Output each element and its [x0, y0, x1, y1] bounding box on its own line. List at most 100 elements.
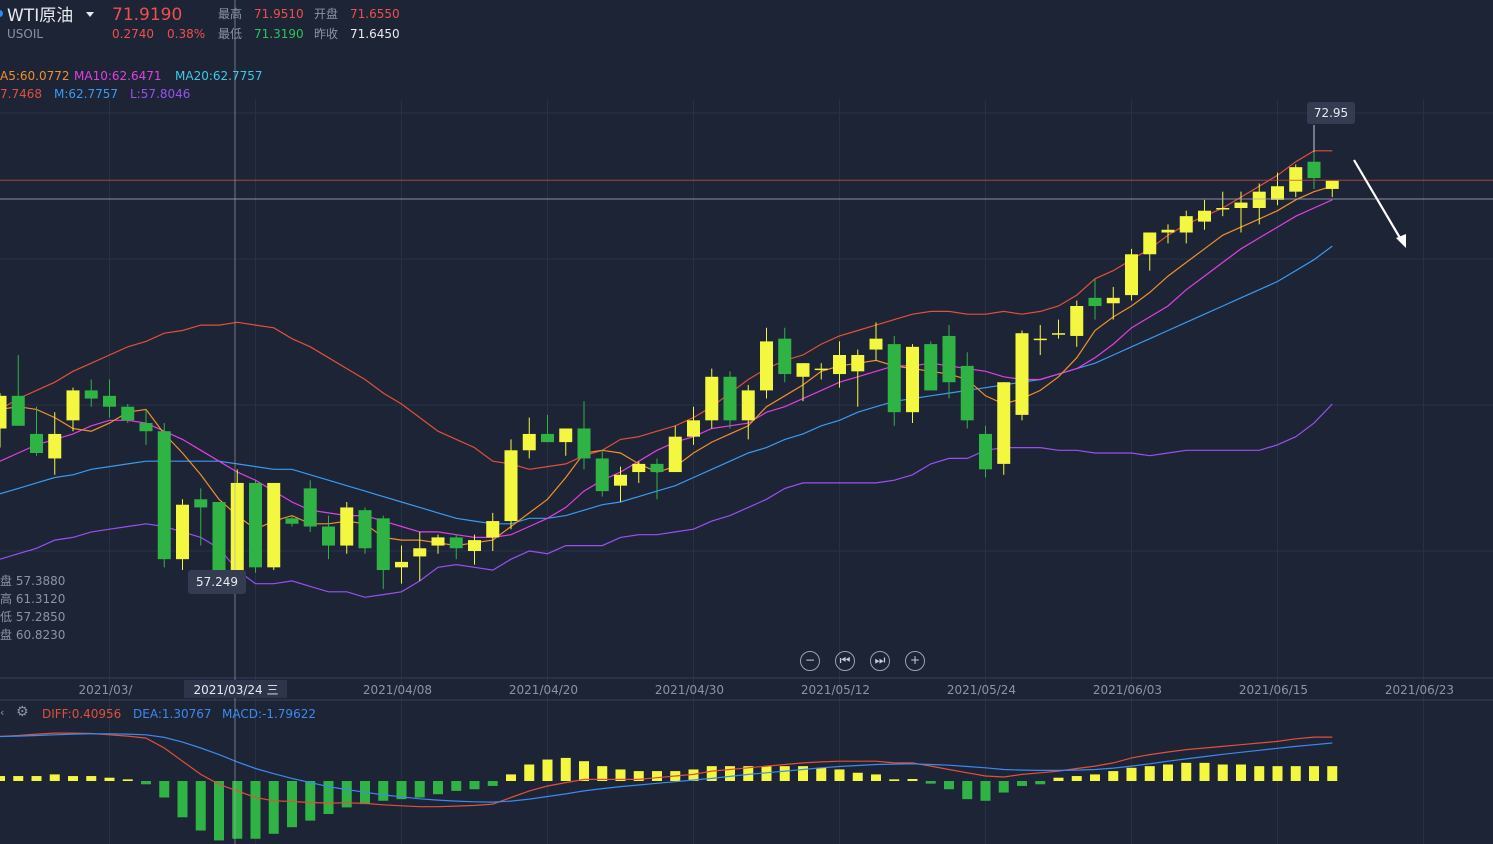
macd-histogram-bar — [378, 781, 389, 801]
max-label: 72.95 — [1314, 106, 1348, 120]
macd-histogram-bar — [68, 776, 78, 781]
macd-histogram-bar — [1035, 781, 1046, 785]
macd-histogram-bar — [1017, 781, 1027, 786]
candle-body — [249, 482, 262, 568]
cursor-date: 2021/03/24 三 — [194, 683, 279, 697]
instrument-name[interactable]: WTI原油 — [7, 6, 74, 26]
candle-body — [376, 518, 390, 571]
macd-histogram-bar — [1053, 777, 1064, 781]
macd-histogram-bar — [287, 781, 297, 828]
x-tick-label: 2021/04/08 — [363, 683, 432, 697]
candle-body — [1234, 202, 1248, 208]
macd-histogram-bar — [49, 774, 60, 781]
low-value: 71.3190 — [254, 27, 304, 41]
macd-histogram-bar — [195, 781, 206, 831]
ma5-label: A5:60.0772 — [0, 69, 70, 83]
macd-dea-line — [0, 733, 1333, 803]
candle-body — [869, 338, 883, 350]
candle-body — [522, 433, 536, 451]
candle-body — [504, 450, 518, 522]
candle-body — [760, 341, 773, 391]
macd-histogram-bar — [688, 769, 699, 781]
candle-body — [1143, 232, 1157, 255]
macd-histogram-bar — [268, 781, 279, 834]
candle-body — [595, 458, 609, 492]
macd-histogram-bar — [433, 781, 443, 795]
macd-histogram-bar — [834, 769, 845, 781]
candle-body — [960, 365, 974, 421]
candle-body — [1179, 216, 1193, 233]
candle-body — [906, 346, 919, 413]
candle-body — [0, 395, 7, 429]
collapse-icon[interactable]: ‹ — [0, 706, 5, 719]
candle-body — [1106, 297, 1120, 304]
trend-arrow-line — [1353, 159, 1404, 244]
macd-histogram-bar — [633, 771, 644, 781]
candle-body — [1325, 180, 1339, 189]
macd-histogram-bar — [1144, 766, 1155, 781]
candle-body — [11, 395, 25, 426]
candle-body — [614, 474, 627, 486]
macd-histogram-bar — [159, 781, 170, 798]
candle-body — [84, 390, 98, 399]
trend-arrow-head — [1396, 234, 1406, 248]
macd-histogram-bar — [1290, 766, 1301, 781]
candle-body — [541, 433, 554, 443]
macd-histogram-bar — [0, 776, 5, 781]
candle-body — [705, 376, 719, 421]
candle-body — [468, 540, 481, 551]
instrument-symbol: USOIL — [7, 27, 44, 41]
skip-forward-button[interactable]: ⏭ — [870, 651, 890, 671]
candle-body — [48, 433, 62, 459]
candle-body — [121, 406, 135, 421]
macd-histogram-bar — [1163, 764, 1173, 781]
macd-histogram-bar — [1126, 767, 1137, 781]
ma10-label: MA10:62.6471 — [74, 69, 162, 83]
boll-upper-label: 7.7468 — [0, 87, 42, 101]
skip-back-button[interactable]: ⏮ — [835, 651, 855, 671]
macd-histogram-bar — [761, 766, 772, 781]
macd-histogram-bar — [524, 764, 535, 781]
x-tick-label: 2021/06/15 — [1239, 683, 1308, 697]
candle-body — [887, 344, 901, 413]
macd-histogram-bar — [1327, 766, 1338, 781]
zoom-out-button[interactable]: − — [800, 651, 820, 671]
macd-histogram-bar — [725, 766, 735, 781]
candle-body — [395, 561, 408, 568]
chevron-down-icon[interactable] — [86, 12, 94, 17]
cursor-close: 盘 60.8230 — [0, 628, 66, 642]
macd-histogram-bar — [1071, 776, 1082, 781]
macd-histogram-bar — [122, 779, 133, 781]
macd-diff-label: DIFF:0.40956 — [42, 707, 122, 721]
macd-histogram-bar — [652, 771, 662, 781]
macd-value-label: MACD:-1.79622 — [222, 707, 316, 721]
macd-histogram-bar — [13, 776, 24, 781]
candle-body — [1052, 333, 1065, 335]
candle-body — [1125, 254, 1138, 296]
candle-body — [103, 395, 116, 407]
zoom-in-button[interactable]: + — [905, 651, 925, 671]
macd-histogram-bar — [1108, 771, 1119, 781]
boll-lower-label: L:57.8046 — [130, 87, 191, 101]
candle-body — [1070, 306, 1084, 336]
macd-histogram-bar — [579, 761, 589, 781]
candle-body — [924, 344, 938, 391]
x-tick-label: 2021/05/12 — [801, 683, 870, 697]
status-dot — [0, 10, 3, 17]
min-label: 57.249 — [196, 575, 238, 589]
settings-icon[interactable]: ⚙ — [16, 704, 29, 720]
candle-body — [1271, 186, 1284, 200]
macd-histogram-bar — [214, 781, 224, 841]
candle-body — [303, 488, 317, 527]
cursor-date-bg — [184, 680, 287, 698]
candle-body — [577, 428, 591, 459]
series-layer — [0, 150, 1339, 598]
macd-histogram-bar — [816, 767, 827, 781]
macd-histogram-bar — [597, 766, 608, 781]
x-tick-label: 2021/04/20 — [509, 683, 578, 697]
macd-histogram-bar — [560, 757, 571, 781]
macd-histogram-bar — [1272, 766, 1283, 781]
candle-body — [267, 482, 281, 568]
